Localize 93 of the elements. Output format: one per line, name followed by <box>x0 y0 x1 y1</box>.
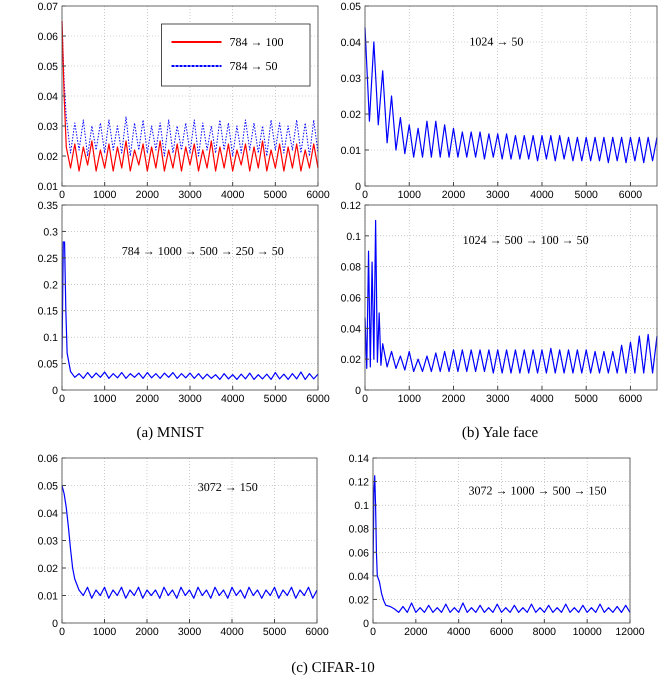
y-tick-label: 0.1 <box>354 500 370 512</box>
y-tick-label: 0.04 <box>348 570 370 583</box>
text: (c) CIFAR-10 <box>291 660 375 676</box>
y-tick-label: 0.02 <box>340 109 362 121</box>
x-tick-label: 3000 <box>486 393 510 405</box>
line-series <box>61 241 319 380</box>
y-tick-label: 0.06 <box>348 547 370 560</box>
y-tick-label: 0.1 <box>43 332 58 344</box>
annotation: 3072 → 1000 → 500 → 150 <box>468 483 606 498</box>
x-tick-label: 4000 <box>530 189 554 201</box>
y-tick-label: 0.03 <box>38 121 58 133</box>
y-tick-label: 0.06 <box>340 292 362 304</box>
x-tick-label: 2000 <box>442 393 466 405</box>
y-tick-label: 0.15 <box>38 306 58 318</box>
y-tick-label: 0 <box>355 181 362 193</box>
x-tick-label: 5000 <box>262 626 286 638</box>
x-tick-label: 3000 <box>178 393 202 405</box>
y-tick-label: 0.04 <box>38 91 58 103</box>
legend-label: 784 → 100 <box>230 35 284 49</box>
y-tick-label: 0.08 <box>348 524 370 536</box>
x-tick-label: 6000 <box>305 626 329 638</box>
x-tick-label: 8000 <box>532 626 556 638</box>
y-tick-label: 0.05 <box>38 480 58 492</box>
text: (a) MNIST <box>136 425 204 441</box>
y-tick-label: 0.05 <box>340 1 362 13</box>
y-tick-label: 0.3 <box>43 226 58 238</box>
y-tick-label: 0 <box>355 385 362 397</box>
y-tick-label: 0.06 <box>38 31 58 43</box>
y-tick-label: 0.14 <box>348 453 370 465</box>
y-tick-label: 0.03 <box>38 536 58 548</box>
y-tick-label: 0.06 <box>38 453 58 465</box>
y-tick-label: 0.04 <box>340 323 362 336</box>
x-tick-label: 2000 <box>136 189 160 201</box>
y-tick-label: 0.04 <box>340 37 362 49</box>
x-tick-label: 5000 <box>574 189 598 201</box>
x-tick-label: 4000 <box>446 626 471 638</box>
y-tick-label: 0.35 <box>38 200 58 212</box>
x-tick-label: 2000 <box>404 626 428 638</box>
annotation: 1024 → 500 → 100 → 50 <box>462 232 589 247</box>
y-tick-label: 0.01 <box>38 181 58 193</box>
y-tick-label: 0.12 <box>348 476 370 489</box>
x-tick-label: 6000 <box>490 626 514 638</box>
annotation: 784 → 1000 → 500 → 250 → 50 <box>122 244 284 258</box>
annotation: 1024 → 50 <box>469 34 524 49</box>
y-tick-label: 0.2 <box>43 279 58 292</box>
y-tick-label: 0.12 <box>340 200 362 212</box>
y-tick-label: 0.01 <box>38 590 58 602</box>
y-tick-label: 0.02 <box>340 354 362 366</box>
y-tick-label: 0.05 <box>38 61 58 73</box>
y-tick-label: 0 <box>52 618 58 630</box>
y-tick-label: 0.02 <box>38 151 58 163</box>
y-tick-label: 0.01 <box>340 145 362 157</box>
x-tick-label: 10000 <box>572 626 602 638</box>
y-tick-label: 0.05 <box>38 358 58 371</box>
y-tick-label: 0.02 <box>348 594 370 606</box>
y-tick-label: 0 <box>363 618 370 630</box>
x-tick-label: 1000 <box>92 626 116 638</box>
y-tick-label: 0.25 <box>38 252 58 265</box>
x-tick-label: 2000 <box>135 626 159 638</box>
text: (b) Yale face <box>462 425 538 441</box>
x-tick-label: 6000 <box>618 189 642 201</box>
y-tick-label: 0.03 <box>340 73 362 85</box>
x-tick-label: 3000 <box>178 189 202 201</box>
x-tick-label: 2000 <box>136 393 160 405</box>
line-series <box>364 220 658 374</box>
x-tick-label: 2000 <box>442 189 466 201</box>
x-tick-label: 3000 <box>486 189 510 201</box>
x-tick-label: 12000 <box>615 626 645 638</box>
x-tick-label: 6000 <box>306 189 330 201</box>
x-tick-label: 5000 <box>264 393 288 405</box>
x-tick-label: 3000 <box>178 626 202 638</box>
x-tick-label: 4000 <box>530 393 554 405</box>
x-tick-label: 4000 <box>220 393 245 405</box>
x-tick-label: 5000 <box>264 189 288 201</box>
x-tick-label: 1000 <box>92 189 117 201</box>
y-tick-label: 0.1 <box>346 230 362 243</box>
legend-label: 784 → 50 <box>230 59 278 73</box>
x-tick-label: 4000 <box>220 626 244 638</box>
annotation: 3072 → 150 <box>198 480 258 494</box>
y-tick-label: 0.02 <box>38 563 58 575</box>
x-tick-label: 1000 <box>398 189 422 201</box>
x-tick-label: 1000 <box>92 393 117 405</box>
x-tick-label: 6000 <box>306 393 330 405</box>
x-tick-label: 4000 <box>220 189 245 201</box>
y-tick-label: 0.07 <box>38 1 58 13</box>
y-tick-label: 0.04 <box>38 508 58 520</box>
y-tick-label: 0.08 <box>340 262 362 274</box>
x-tick-label: 5000 <box>574 393 598 405</box>
x-tick-label: 1000 <box>398 393 422 405</box>
x-tick-label: 6000 <box>618 393 642 405</box>
line-series <box>61 484 318 599</box>
y-tick-label: 0 <box>52 385 58 397</box>
line-series <box>372 475 631 613</box>
